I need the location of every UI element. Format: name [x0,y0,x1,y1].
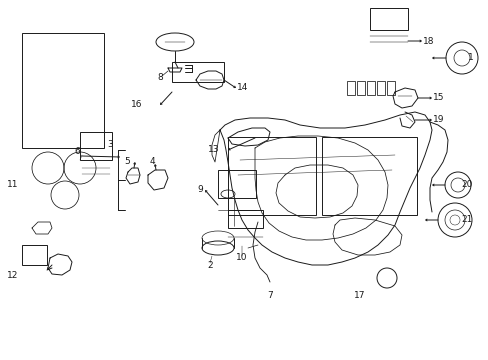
Bar [376,81,384,95]
Text: 13: 13 [207,145,219,154]
Bar [356,81,364,95]
Text: 12: 12 [7,270,18,279]
Bar [227,210,263,228]
Bar [22,245,47,265]
Text: 15: 15 [432,94,444,103]
Text: 7: 7 [266,291,272,300]
Bar [386,81,394,95]
Text: 3: 3 [107,140,113,149]
Text: 21: 21 [460,216,471,225]
Bar [366,81,374,95]
Bar [227,137,315,215]
Bar [22,33,104,148]
Text: 10: 10 [236,253,247,262]
Text: 4: 4 [149,157,155,166]
Text: 11: 11 [6,180,18,189]
Text: 16: 16 [130,100,142,109]
Text: 2: 2 [207,261,212,270]
Bar [218,170,256,198]
Text: 14: 14 [237,84,248,93]
Bar [172,62,224,82]
Bar [369,8,407,30]
Text: 6: 6 [74,148,80,157]
Text: 17: 17 [353,291,365,300]
Text: 20: 20 [460,180,471,189]
Text: 1: 1 [467,54,473,63]
Bar [346,81,354,95]
Text: 8: 8 [157,73,163,82]
Bar [321,137,416,215]
Text: 18: 18 [422,36,434,45]
Bar [80,132,112,160]
Text: 9: 9 [197,185,203,194]
Text: 5: 5 [124,157,130,166]
Text: 19: 19 [432,116,444,125]
